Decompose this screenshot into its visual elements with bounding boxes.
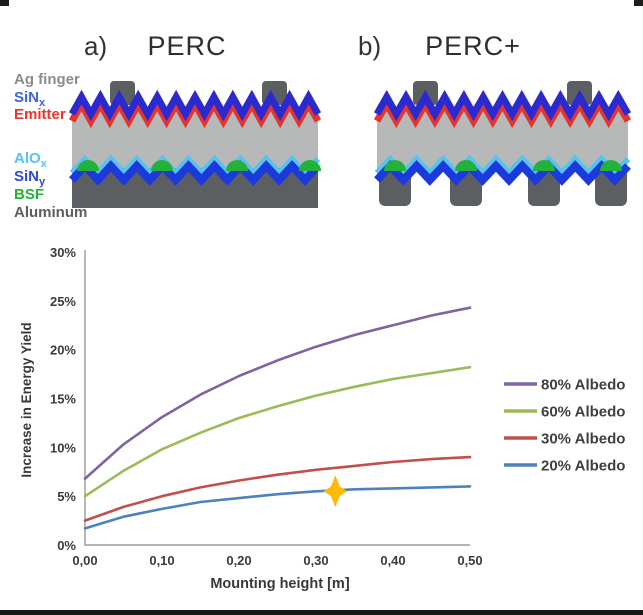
bsf-contact — [77, 160, 99, 171]
y-axis-title: Increase in Energy Yield — [19, 322, 34, 477]
layer-label: BSF — [14, 186, 44, 203]
x-tick-label: 0,30 — [303, 553, 328, 568]
y-tick-label: 25% — [50, 294, 76, 309]
bsf-contact — [533, 160, 555, 171]
panel-a-index: a) — [84, 31, 107, 61]
x-tick-label: 0,20 — [226, 553, 251, 568]
legend-label: 60% Albedo — [541, 404, 625, 421]
perc-plus-cell-diagram — [373, 81, 632, 206]
series-80-albedo — [83, 306, 472, 480]
panel-a-title: PERC — [147, 31, 226, 61]
chart-curves — [83, 306, 472, 530]
x-tick-label: 0,00 — [72, 553, 97, 568]
x-tick-label: 0,10 — [149, 553, 174, 568]
layer-label: AlOx — [14, 150, 48, 170]
bsf-contact — [600, 160, 622, 171]
frame-artifact — [0, 0, 9, 6]
bsf-contact — [299, 160, 321, 171]
highlight-star-marker — [323, 475, 348, 508]
chart-legend: 80% Albedo 60% Albedo 30% Albedo 20% Albedo — [504, 377, 625, 475]
series-30-albedo — [83, 455, 472, 522]
frame-artifact — [634, 0, 643, 6]
y-tick-label: 30% — [50, 245, 76, 260]
panel-b-index: b) — [358, 31, 381, 61]
sinx-layer — [373, 89, 632, 122]
layer-label: SiNy — [14, 168, 46, 188]
sinx-layer — [68, 89, 322, 122]
alox-layer — [69, 154, 321, 178]
frame-artifact — [0, 610, 643, 615]
panel-b-title: PERC+ — [425, 31, 521, 61]
siny-layer — [69, 160, 321, 186]
series-60-albedo — [83, 365, 472, 498]
bsf-contact — [226, 160, 248, 171]
layer-label: Emitter — [14, 106, 66, 123]
layer-label: Ag finger — [14, 71, 80, 88]
x-axis-title: Mounting height [m] — [210, 576, 349, 592]
perc-cell-diagram — [68, 81, 322, 208]
y-tick-label: 15% — [50, 392, 76, 407]
layer-label: SiNx — [14, 89, 46, 109]
bsf-contact — [384, 160, 406, 171]
chart-axes: 0% 5% 10% 15% 20% 25% 30% 0,00 0,10 0,20 0,30 0,40 0… — [50, 245, 483, 568]
y-tick-label: 10% — [50, 440, 76, 455]
axis-lines — [84, 250, 470, 546]
y-tick-label: 5% — [57, 489, 76, 504]
bsf-contact — [151, 160, 173, 171]
x-tick-label: 0,40 — [380, 553, 405, 568]
energy-yield-chart: 0% 5% 10% 15% 20% 25% 30% 0,00 0,10 0,20 0,30 0,40 0… — [19, 245, 625, 592]
legend-label: 20% Albedo — [541, 458, 625, 475]
alox-layer — [374, 154, 631, 178]
siny-layer — [374, 160, 631, 186]
series-20-albedo — [83, 485, 472, 530]
layer-label: Aluminum — [14, 204, 87, 221]
legend-label: 30% Albedo — [541, 431, 625, 448]
y-tick-label: 0% — [57, 538, 76, 553]
legend-label: 80% Albedo — [541, 377, 625, 394]
x-tick-label: 0,50 — [457, 553, 482, 568]
y-tick-label: 20% — [50, 343, 76, 358]
bsf-contact — [455, 160, 477, 171]
